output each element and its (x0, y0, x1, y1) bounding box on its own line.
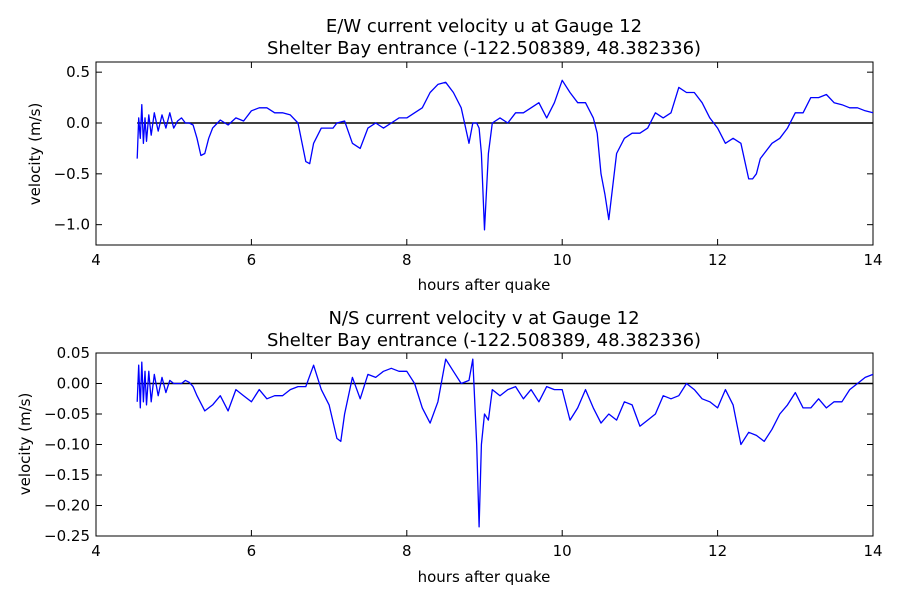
y-tick-label: −0.25 (44, 527, 90, 545)
chart-title: N/S current velocity v at Gauge 12 (328, 308, 639, 329)
plot-frame (95, 61, 874, 246)
x-tick-label: 6 (247, 251, 257, 269)
plot-frame (95, 352, 874, 537)
chart-subtitle: Shelter Bay entrance (-122.508389, 48.38… (267, 38, 701, 59)
series-line (136, 79, 874, 231)
x-axis-label: hours after quake (418, 276, 551, 294)
y-tick-label: 0.0 (66, 114, 90, 132)
x-tick-label: 6 (247, 542, 257, 560)
y-tick-label: 0.5 (66, 63, 90, 81)
y-tick-label: −0.05 (44, 405, 90, 423)
y-tick-label: −0.15 (44, 466, 90, 484)
chart-subtitle: Shelter Bay entrance (-122.508389, 48.38… (267, 330, 701, 351)
y-tick-label: 0.00 (57, 375, 90, 393)
x-tick-label: 8 (402, 542, 412, 560)
chart-title: E/W current velocity u at Gauge 12 (326, 16, 642, 37)
x-tick-label: 14 (863, 542, 882, 560)
ns-velocity-chart: N/S current velocity v at Gauge 12 Shelt… (16, 308, 883, 586)
y-axis-label: velocity (m/s) (16, 393, 34, 496)
x-tick-label: 10 (553, 251, 572, 269)
y-tick-label: −0.5 (54, 165, 90, 183)
plot-area: 4 6 8 10 12 14 −0.25 −0.20 −0.15 −0.10 −0.05 0.00 0.… (44, 344, 883, 560)
x-tick-label: 4 (91, 542, 101, 560)
y-tick-label: −1.0 (54, 216, 90, 234)
series-line (136, 358, 874, 528)
x-axis-label: hours after quake (418, 568, 551, 586)
x-tick-label: 8 (402, 251, 412, 269)
x-tick-label: 12 (708, 542, 727, 560)
x-tick-label: 4 (91, 251, 101, 269)
x-tick-label: 12 (708, 251, 727, 269)
y-tick-label: 0.05 (57, 344, 90, 362)
y-axis-label: velocity (m/s) (26, 103, 44, 206)
x-tick-label: 14 (863, 251, 882, 269)
plot-area: 4 6 8 10 12 14 −1.0 −0.5 0.0 0.5 (54, 61, 883, 269)
ew-velocity-chart: E/W current velocity u at Gauge 12 Shelt… (26, 16, 883, 294)
y-tick-label: −0.10 (44, 436, 90, 454)
y-tick-label: −0.20 (44, 497, 90, 515)
x-tick-label: 10 (553, 542, 572, 560)
